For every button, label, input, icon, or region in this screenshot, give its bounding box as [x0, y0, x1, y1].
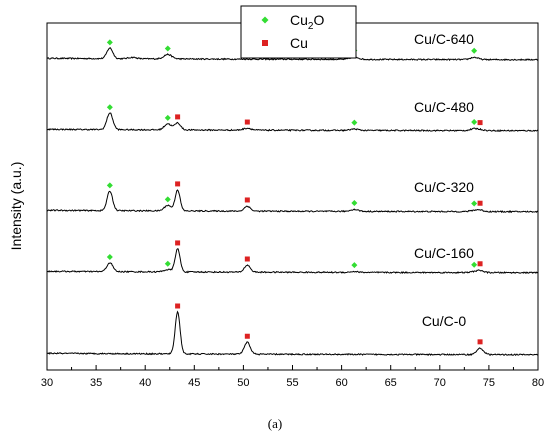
- x-tick-label: 40: [139, 377, 151, 389]
- trace-cu-c-480: [46, 112, 539, 133]
- legend-label: Cu2O: [290, 12, 324, 32]
- cu2o-marker: [351, 200, 358, 207]
- x-tick-label: 55: [286, 377, 298, 389]
- cu-marker: [244, 197, 250, 203]
- xrd-traces: [46, 47, 539, 357]
- cu2o-marker: [164, 45, 171, 52]
- x-tick-label: 60: [335, 377, 347, 389]
- figure-caption: (a): [268, 416, 282, 431]
- cu-marker: [175, 303, 181, 309]
- cu2o-marker: [351, 119, 358, 126]
- cu2o-marker: [164, 260, 171, 267]
- legend: Cu2O Cu: [240, 5, 357, 59]
- x-tick-label: 45: [188, 377, 200, 389]
- cu-marker: [244, 256, 250, 262]
- series-label: Cu/C-0: [422, 313, 467, 329]
- cu-marker: [244, 119, 250, 125]
- legend-label: Cu: [290, 35, 308, 51]
- series-labels: Cu/C-640 Cu/C-480 Cu/C-320 Cu/C-160 Cu/C-0: [414, 31, 474, 329]
- x-tick-label: 70: [434, 377, 446, 389]
- cu2o-marker: [471, 119, 478, 126]
- peak-markers: [106, 39, 483, 345]
- x-axis: 30 35 40 45 50 55 60 65 70 75 80: [41, 365, 544, 389]
- cu2o-marker: [106, 39, 113, 46]
- cu2o-marker: [164, 114, 171, 121]
- trace-cu-c-320: [46, 189, 539, 214]
- cu-marker: [477, 261, 483, 267]
- x-tick-label: 35: [90, 377, 102, 389]
- series-label: Cu/C-640: [414, 31, 474, 47]
- series-label: Cu/C-160: [414, 245, 474, 261]
- cu2o-marker: [106, 182, 113, 189]
- cu-marker: [175, 114, 181, 120]
- series-label: Cu/C-480: [414, 99, 474, 115]
- cu2o-marker: [471, 261, 478, 268]
- cu-marker: [244, 333, 250, 339]
- cu-marker: [175, 240, 181, 246]
- cu2o-marker: [351, 262, 358, 269]
- legend-box: [240, 5, 357, 59]
- trace-cu-c-640: [46, 47, 539, 62]
- x-tick-label: 80: [532, 377, 544, 389]
- legend-cu-marker: [262, 40, 268, 46]
- cu-marker: [477, 339, 483, 345]
- trace-cu-c-0: [46, 310, 539, 357]
- cu2o-marker: [164, 196, 171, 203]
- x-tick-label: 75: [483, 377, 495, 389]
- cu-marker: [477, 120, 483, 126]
- x-tick-label: 30: [41, 377, 53, 389]
- x-tick-label: 50: [237, 377, 249, 389]
- cu-marker: [175, 181, 181, 187]
- cu2o-marker: [106, 104, 113, 111]
- y-axis-label: Intensity (a.u.): [8, 162, 24, 251]
- trace-cu-c-160: [46, 248, 539, 275]
- legend-cu2o-marker: [261, 16, 269, 24]
- cu-marker: [477, 200, 483, 206]
- series-label: Cu/C-320: [414, 179, 474, 195]
- cu2o-marker: [471, 200, 478, 207]
- cu2o-marker: [471, 47, 478, 54]
- x-tick-label: 65: [385, 377, 397, 389]
- cu2o-marker: [106, 254, 113, 261]
